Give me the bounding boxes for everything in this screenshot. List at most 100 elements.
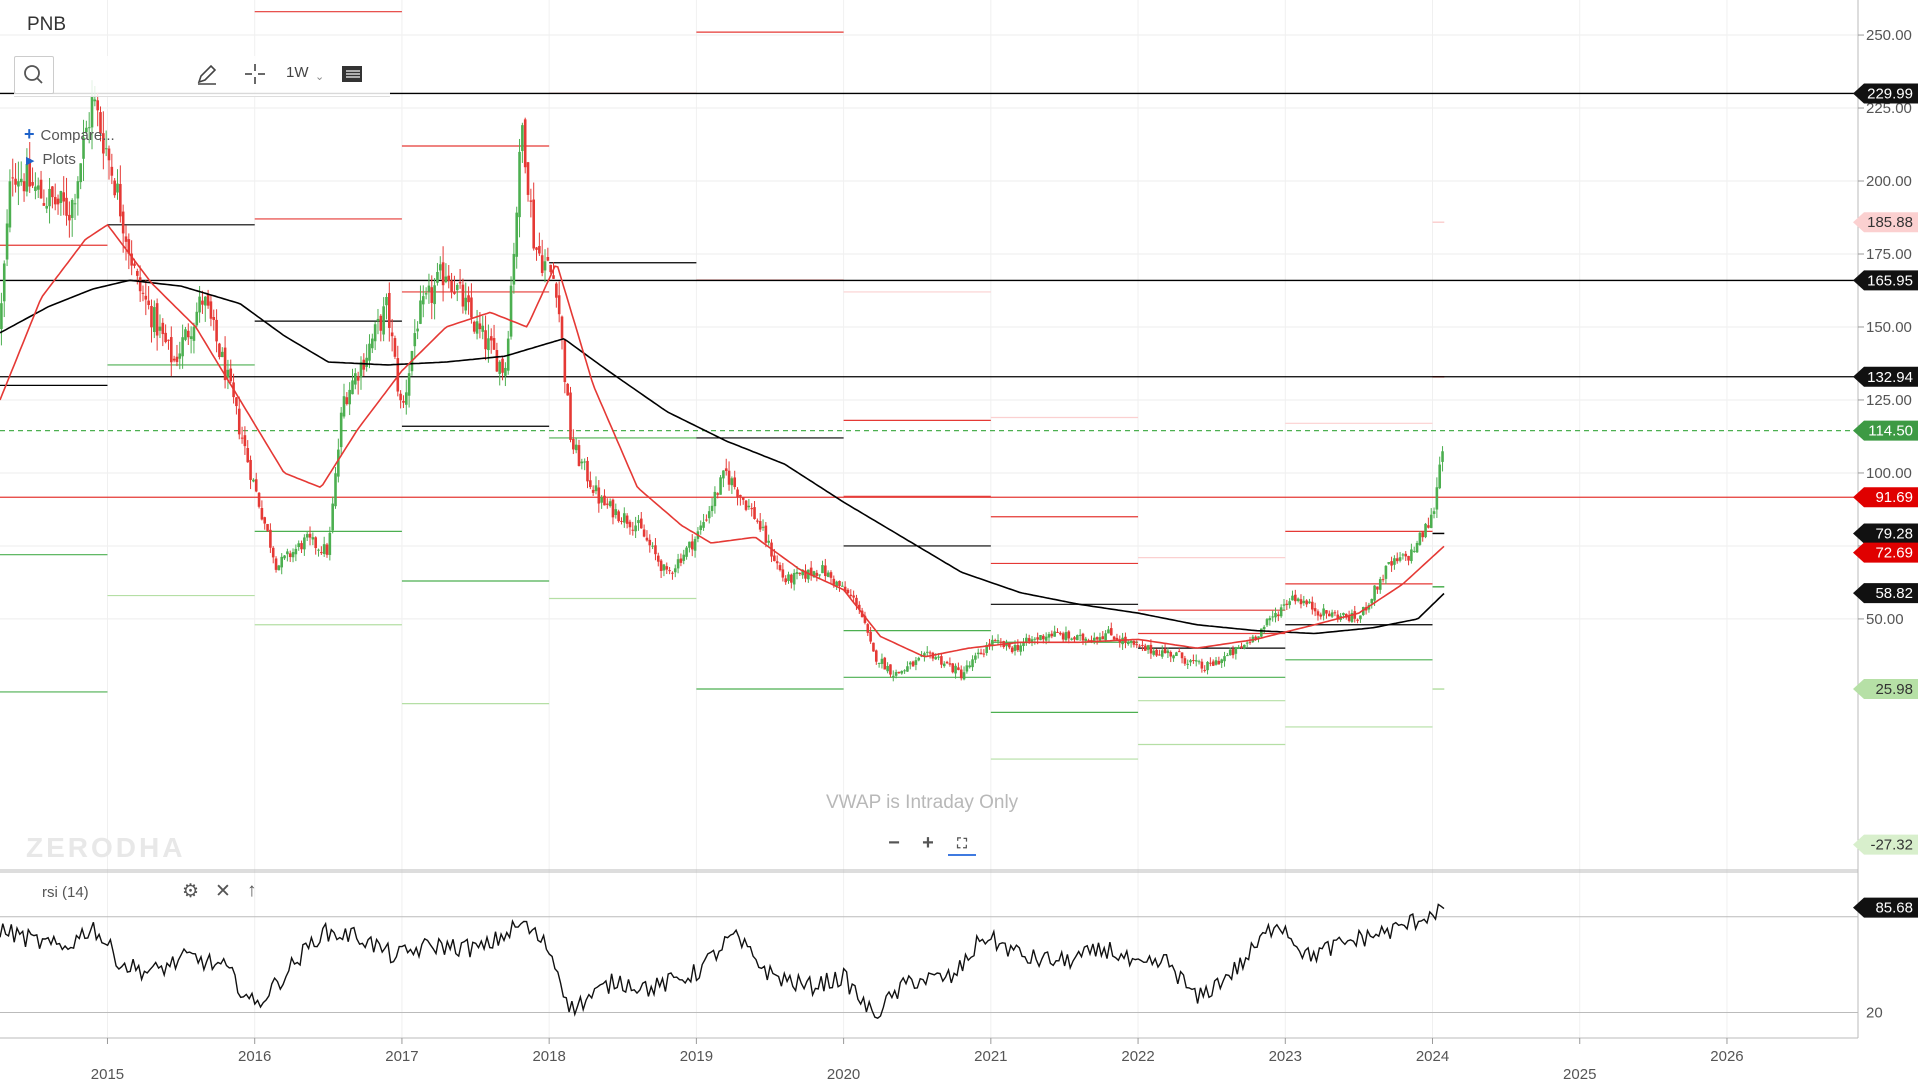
zoom-in-button[interactable]: +	[922, 832, 934, 854]
search-button[interactable]	[14, 56, 54, 94]
candle-body	[5, 223, 9, 260]
candle	[925, 646, 929, 657]
candle-body	[826, 572, 830, 577]
y-tick-label: 225.00	[1866, 100, 1912, 117]
candle	[153, 300, 156, 339]
candle	[764, 521, 768, 548]
chevron-down-icon[interactable]: ⌄	[315, 71, 325, 83]
candle	[1262, 625, 1266, 634]
candle-body	[1008, 642, 1011, 648]
candle-body	[804, 570, 807, 579]
candle	[1047, 631, 1051, 643]
candle	[1393, 555, 1396, 570]
candle-body	[741, 497, 745, 500]
candle	[634, 516, 637, 539]
rsi-pane[interactable]	[0, 903, 1858, 1019]
candle-body	[1415, 542, 1419, 553]
candle-body	[1310, 601, 1314, 610]
candle	[297, 540, 301, 551]
candle-body	[999, 641, 1003, 643]
candle-body	[702, 522, 705, 528]
candle-body	[1373, 585, 1376, 601]
candle	[421, 285, 425, 318]
gear-icon[interactable]: ⚙	[182, 881, 200, 902]
close-icon[interactable]: ✕	[215, 881, 231, 902]
candle	[1194, 654, 1198, 667]
candle	[144, 280, 148, 316]
candle-body	[988, 643, 991, 646]
candle	[450, 272, 453, 299]
candle	[807, 569, 810, 583]
candle-body	[39, 179, 43, 199]
candle	[538, 232, 541, 256]
candle-body	[809, 567, 813, 576]
candle-body	[280, 556, 284, 568]
candle-body	[891, 675, 895, 677]
candle-body	[433, 285, 436, 305]
price-badge: 165.95	[1853, 270, 1918, 291]
symbol-search-input[interactable]	[52, 56, 172, 92]
candle	[396, 345, 400, 397]
candle-body	[1013, 645, 1017, 651]
compare-button[interactable]: + Compare...	[24, 124, 115, 145]
candle-body	[249, 459, 252, 480]
candle	[1308, 598, 1311, 604]
candle-body	[1206, 661, 1209, 671]
candle-body	[1342, 612, 1345, 616]
candle	[359, 356, 363, 390]
candle-body	[1183, 658, 1187, 664]
candle-body	[1163, 648, 1167, 653]
candle	[673, 564, 677, 578]
candle-body	[543, 261, 547, 271]
candle-body	[427, 285, 431, 292]
candle-body	[11, 177, 15, 179]
candle-body	[215, 319, 218, 342]
candle	[736, 487, 739, 506]
plots-toggle[interactable]: ▶ Plots	[26, 151, 76, 168]
candle-body	[560, 316, 564, 339]
candle	[829, 570, 833, 585]
candle-body	[325, 544, 329, 555]
candle-body	[1022, 642, 1025, 646]
candle-body	[141, 292, 145, 294]
candle	[260, 500, 264, 521]
interval-selector[interactable]: 1W	[286, 64, 309, 81]
zoom-out-button[interactable]: −	[888, 832, 900, 854]
candle-body	[263, 517, 267, 524]
candle	[1160, 645, 1164, 659]
candle	[690, 534, 694, 557]
candle	[1143, 643, 1147, 651]
candle	[1240, 642, 1243, 649]
candle-body	[246, 448, 250, 463]
candle	[903, 669, 906, 674]
candle-body	[1076, 635, 1079, 641]
candle	[487, 324, 490, 363]
candlesticks[interactable]	[0, 80, 1444, 682]
arrow-up-icon[interactable]: ↑	[246, 880, 257, 901]
candle-body	[889, 664, 892, 675]
fullscreen-button[interactable]: ⛶	[948, 832, 976, 856]
candle-body	[402, 400, 405, 403]
candle-body	[1197, 661, 1201, 663]
candle-body	[68, 214, 71, 221]
candle	[42, 189, 46, 206]
crosshair-button[interactable]	[242, 62, 268, 86]
candle-body	[625, 515, 629, 524]
candle-body	[1356, 619, 1359, 621]
candle-body	[198, 296, 201, 313]
candle-body	[662, 564, 666, 571]
candle-body	[991, 639, 994, 647]
draw-tool-button[interactable]	[194, 62, 220, 86]
candle-body	[1084, 638, 1088, 641]
y-tick-label: 50.00	[1866, 611, 1904, 628]
candle-body	[153, 307, 156, 333]
candle-body	[940, 656, 943, 665]
table-view-button[interactable]	[339, 62, 365, 86]
candle-body	[597, 487, 601, 504]
y-tick-label: 125.00	[1866, 392, 1912, 409]
candle-body	[93, 99, 97, 102]
candle	[252, 478, 255, 483]
candle-body	[863, 615, 867, 623]
badge-shape	[1853, 270, 1918, 291]
